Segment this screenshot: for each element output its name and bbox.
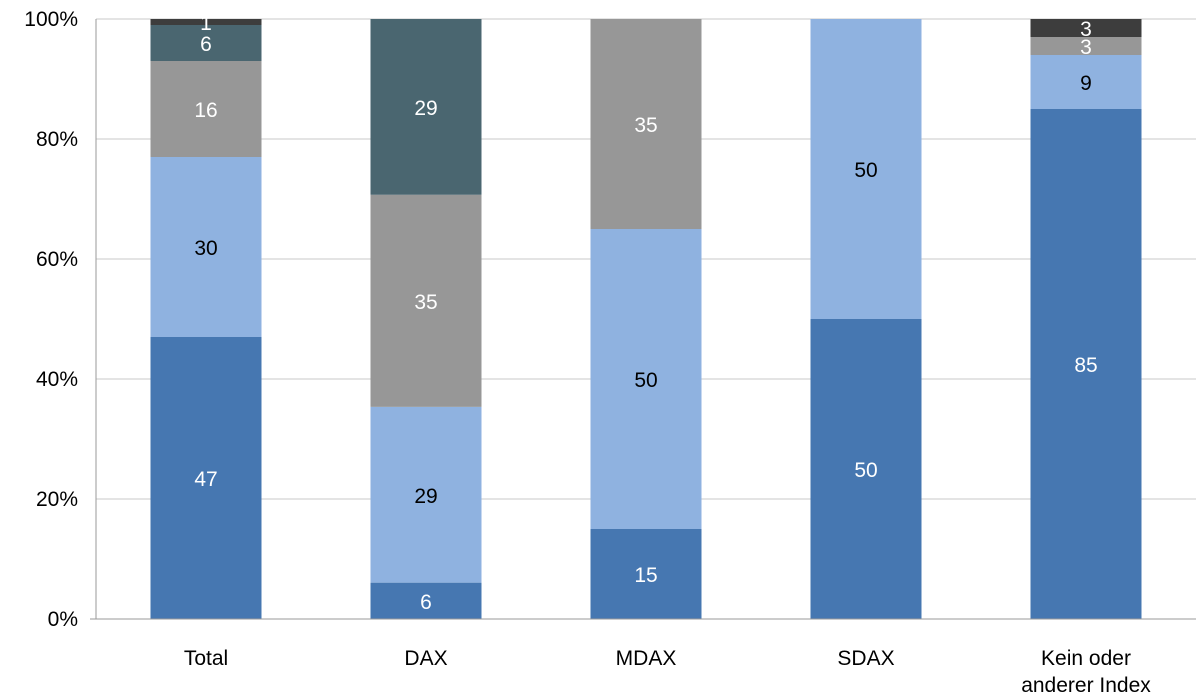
bar-segment <box>590 19 702 229</box>
bar-segment <box>1030 109 1142 619</box>
data-label: 9 <box>1080 72 1092 95</box>
bar-segment <box>370 582 482 619</box>
y-tick-label: 20% <box>36 488 78 511</box>
bar-segment <box>150 157 262 337</box>
data-label: 50 <box>634 369 657 392</box>
data-label: 29 <box>414 97 437 120</box>
y-tick-label: 80% <box>36 128 78 151</box>
data-label: 29 <box>414 485 437 508</box>
x-category-label: Total <box>184 647 228 670</box>
bar-segment <box>370 19 482 195</box>
y-axis: 0% 20% 40% 60% 80% 100% <box>24 8 1196 631</box>
data-label: 35 <box>414 291 437 314</box>
data-label: 47 <box>194 468 217 491</box>
data-label: 15 <box>634 564 657 587</box>
data-label: 1 <box>200 12 212 35</box>
data-label: 6 <box>200 33 212 56</box>
bar-segment <box>1030 19 1142 37</box>
data-label: 50 <box>854 159 877 182</box>
bar-segment <box>150 19 262 25</box>
x-category-label: Kein oder anderer Index <box>1021 647 1151 697</box>
x-category-label: DAX <box>404 647 447 670</box>
x-category-label: MDAX <box>616 647 677 670</box>
data-label: 16 <box>194 99 217 122</box>
data-label: 85 <box>1074 354 1097 377</box>
y-tick-label: 60% <box>36 248 78 271</box>
bar-segment <box>1030 37 1142 55</box>
x-category-label: SDAX <box>837 647 894 670</box>
data-label: 50 <box>854 459 877 482</box>
y-tick-label: 100% <box>24 8 78 31</box>
bars <box>150 19 1142 619</box>
data-label: 3 <box>1080 36 1092 59</box>
bar-segment <box>370 406 482 583</box>
y-tick-label: 40% <box>36 368 78 391</box>
bar-segment <box>590 229 702 529</box>
bar-segment <box>810 19 922 319</box>
data-label: 30 <box>194 237 217 260</box>
data-label: 35 <box>634 114 657 137</box>
bar-segment <box>150 337 262 619</box>
bar-segment <box>1030 55 1142 109</box>
bar-segment <box>810 319 922 619</box>
data-label: 6 <box>420 591 432 614</box>
y-tick-label: 0% <box>48 608 78 631</box>
x-axis: Total DAX MDAX SDAX Kein oder anderer Index <box>184 647 1151 697</box>
bar-segment <box>150 25 262 61</box>
bar-segment <box>590 529 702 619</box>
bar-segment <box>370 194 482 407</box>
bar-segment <box>150 61 262 157</box>
data-label: 3 <box>1080 18 1092 41</box>
